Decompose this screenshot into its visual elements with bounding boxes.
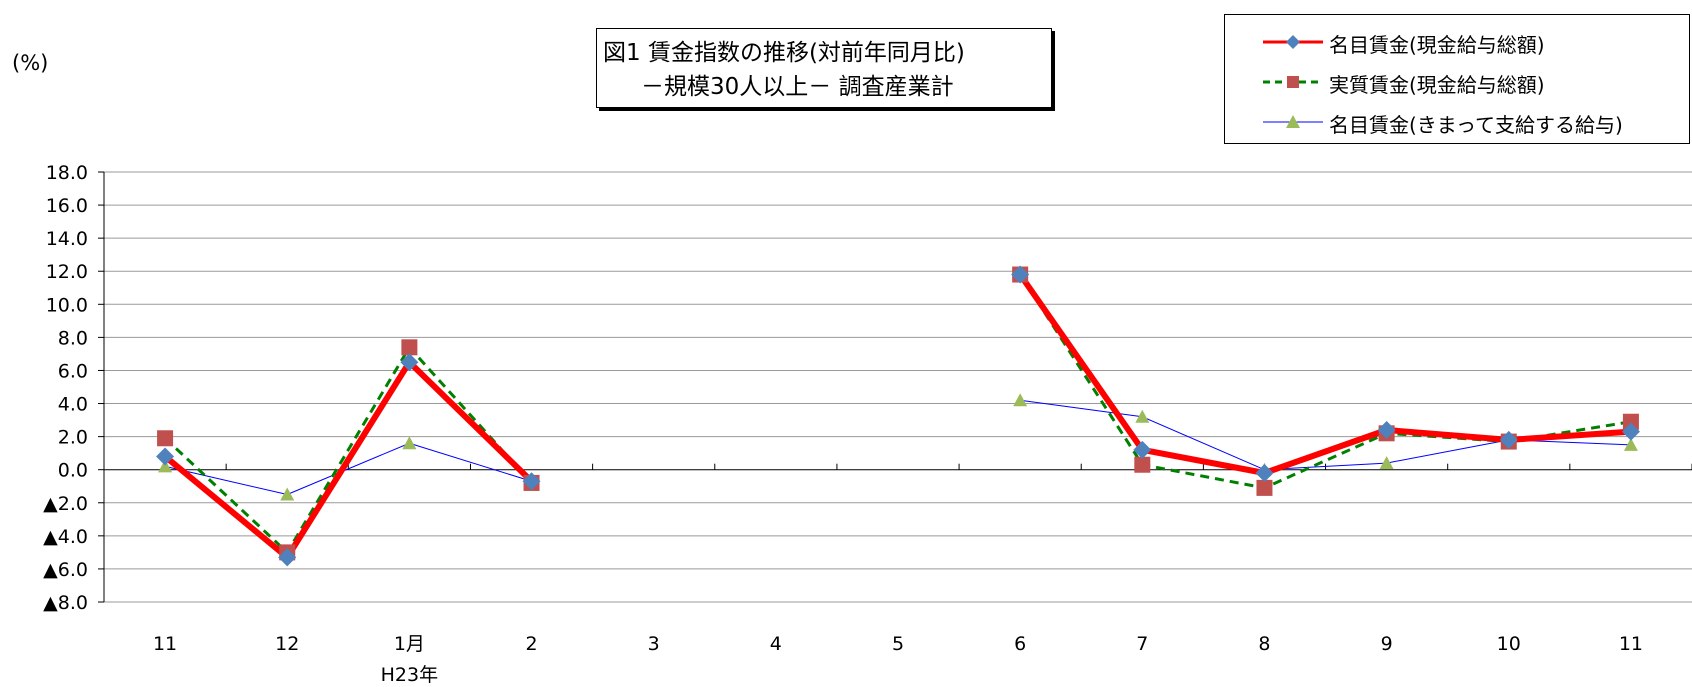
y-tick-label: 12.0 [46,261,88,283]
y-tick-label: 10.0 [46,294,88,316]
y-tick-label: ▲6.0 [43,559,88,581]
legend-swatch-series-1 [1263,35,1323,49]
y-tick-label: 0.0 [58,460,88,482]
series-3-point [1135,409,1150,423]
x-tick-label: 11 [153,633,177,655]
x-tick-label: 11 [1619,633,1643,655]
x-tick-label: 8 [1258,633,1270,655]
unit-label: (%) [12,51,48,75]
x-tick-label: 1月 [394,633,425,655]
x-tick-label: 10 [1497,633,1521,655]
series-2-point [157,430,174,447]
legend-item-series-3: 名目賃金(きまって支給する給与) [1225,105,1689,141]
legend: 名目賃金(現金給与総額) 実質賃金(現金給与総額) 名目賃金(きまって支給する給… [1224,14,1690,144]
series-2-point [1256,479,1273,496]
x-tick-label: 3 [648,633,660,655]
legend-label-series-3: 名目賃金(きまって支給する給与) [1329,113,1623,137]
x-tick-label: 4 [770,633,782,655]
x-tick-label: 7 [1136,633,1148,655]
series-1-point [1011,265,1030,284]
y-tick-label: 18.0 [46,162,88,184]
series-1-point [400,353,419,372]
series-line-2 [164,345,533,554]
series-line-1 [163,359,534,561]
x-tick-label: 2 [525,633,537,655]
series-1-point [1621,422,1640,441]
x-tick-label: 9 [1381,633,1393,655]
y-tick-label: 4.0 [58,394,88,416]
y-tick-label: ▲2.0 [43,493,88,515]
series-3-point [1623,437,1638,451]
series-markers [156,265,1640,567]
y-tick-label: 6.0 [58,360,88,382]
y-tick-labels: 18.0 16.0 14.0 12.0 10.0 8.0 6.0 4.0 2.0 0.0 ▲2.0 ▲… [43,162,88,614]
series-2-point [401,339,418,356]
series-line-2 [1018,273,1632,490]
legend-label-series-2: 実質賃金(現金給与総額) [1329,73,1545,97]
series-3-point [1379,456,1394,470]
y-tick-label: 14.0 [46,228,88,250]
series-2-point [1134,456,1151,473]
series-3-point [1013,393,1028,407]
y-tick-label: ▲4.0 [43,526,88,548]
x-tick-label: 12 [275,633,299,655]
y-tick-label: 2.0 [58,427,88,449]
y-tick-label: 8.0 [58,327,88,349]
chart-title-line1: 図1 賃金指数の推移(対前年同月比) [603,40,965,66]
series-line-1 [1017,272,1632,476]
series-1-point [1377,421,1396,439]
series-2-point [1622,413,1639,430]
chart-title-line2: －規模30人以上－ 調査産業計 [641,74,954,100]
y-tick-label: ▲8.0 [43,592,88,614]
series-3-point [158,459,173,473]
series-3-point [280,487,295,501]
series-lines [163,272,1632,561]
series-1-point [156,447,175,466]
series-line-3 [164,442,532,495]
x-tick-label: 5 [892,633,904,655]
grid-lines [104,171,1692,603]
series-3-point [402,436,417,450]
legend-swatch-series-3 [1263,115,1323,128]
legend-item-series-1: 名目賃金(現金給与総額) [1225,25,1689,61]
series-1-point [1133,440,1152,459]
legend-item-series-2: 実質賃金(現金給与総額) [1225,65,1689,101]
axes [98,171,1692,603]
series-1-point [522,472,541,491]
x-tick-sublabel: H23年 [381,664,438,686]
legend-swatch-series-2 [1263,76,1323,88]
series-1-point [278,548,297,567]
series-1-point [1255,464,1274,482]
x-tick-labels: 11 12 1月 2 3 4 5 6 7 8 9 10 11 H23年 [153,633,1643,686]
chart-title-box: 図1 賃金指数の推移(対前年同月比) －規模30人以上－ 調査産業計 [596,28,1052,108]
y-tick-label: 16.0 [46,195,88,217]
series-1-point [1499,430,1518,449]
x-tick-label: 6 [1014,633,1026,655]
legend-label-series-1: 名目賃金(現金給与総額) [1329,33,1545,57]
